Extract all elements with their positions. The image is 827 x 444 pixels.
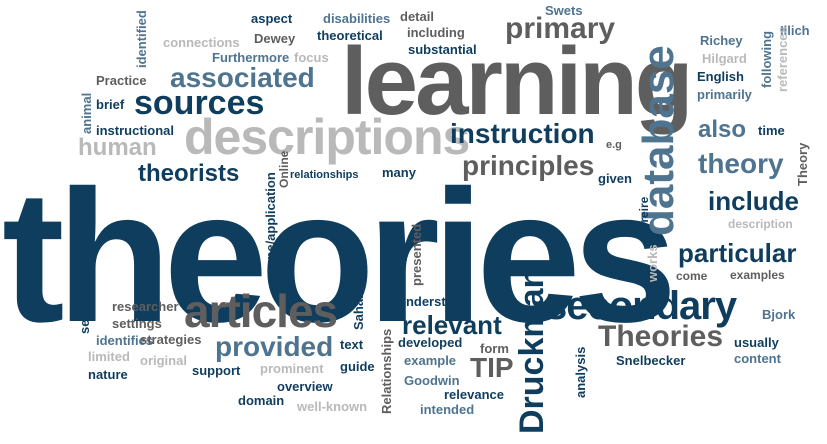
word-provided: provided bbox=[215, 331, 334, 362]
word-primary: primary bbox=[505, 12, 616, 45]
word-description: description bbox=[728, 217, 793, 231]
word-examples: examples bbox=[730, 268, 785, 282]
word-online: presented bbox=[409, 223, 424, 286]
word-support: support bbox=[192, 363, 241, 378]
word-brief: brief bbox=[96, 97, 125, 112]
word-descriptions: descriptions bbox=[184, 109, 470, 165]
word-detail: detail bbox=[400, 9, 434, 24]
word-human: human bbox=[78, 134, 157, 161]
word-prominent: prominent bbox=[260, 361, 324, 376]
word-scope-application: Relationships bbox=[379, 328, 394, 414]
word-form: form bbox=[480, 341, 509, 356]
word-instruction: instruction bbox=[450, 118, 595, 149]
word-overview: overview bbox=[277, 379, 333, 394]
word-also: also bbox=[698, 116, 747, 143]
word-instructional: instructional bbox=[96, 123, 175, 138]
word-relevance: relevance bbox=[444, 387, 504, 402]
word-snelbecker: Snelbecker bbox=[616, 353, 686, 368]
word-analysis: animal bbox=[79, 92, 94, 134]
word-strategies: strategies bbox=[140, 332, 202, 347]
word-works: works bbox=[645, 244, 660, 282]
word-understand: understand bbox=[398, 294, 469, 309]
word-particular: particular bbox=[678, 238, 797, 268]
word-keep: Sahakian bbox=[351, 272, 366, 330]
word-bjork: Bjork bbox=[762, 307, 796, 322]
word-secondary: secondary bbox=[545, 284, 737, 328]
word-disabilities: disabilities bbox=[323, 11, 391, 26]
word-sources: sources bbox=[134, 84, 265, 122]
word-relevant: relevant bbox=[402, 310, 502, 340]
word-time: time bbox=[758, 123, 785, 138]
word-intended: intended bbox=[420, 402, 475, 417]
word-dewey: Dewey bbox=[254, 31, 296, 46]
word-tip: TIP bbox=[470, 352, 514, 383]
word-hilgard: Hilgard bbox=[702, 51, 747, 66]
word-relationships: relationships bbox=[290, 169, 359, 181]
word-content: content bbox=[734, 351, 781, 366]
word-practice: Practice bbox=[96, 73, 147, 88]
word-include: include bbox=[708, 186, 800, 216]
word-including: including bbox=[407, 25, 465, 40]
word-druckman: Druckman bbox=[513, 267, 551, 434]
word-learning: learning bbox=[341, 28, 693, 135]
word-well-known: well-known bbox=[297, 399, 368, 414]
word-principles: principles bbox=[462, 150, 595, 181]
word-following: Theory bbox=[795, 142, 810, 186]
word-associated: associated bbox=[170, 62, 315, 93]
word-researcher: researcher bbox=[112, 299, 179, 314]
word-animal: identified bbox=[134, 10, 149, 68]
word-developed: developed bbox=[398, 335, 463, 350]
word-english: English bbox=[697, 69, 744, 84]
word-nature: nature bbox=[88, 367, 128, 382]
word-usually: usually bbox=[734, 335, 779, 350]
word-text: text bbox=[340, 337, 364, 352]
word-relationships-capital: Freire bbox=[637, 196, 651, 230]
word-theory: theory bbox=[698, 148, 784, 179]
word-theories-capital: Theories bbox=[598, 320, 724, 353]
word-presented: analysis bbox=[573, 346, 588, 398]
word-identified: following bbox=[759, 30, 774, 88]
word-swets: Swets bbox=[545, 3, 583, 18]
word-goodwin: Goodwin bbox=[404, 373, 460, 388]
word-example: example bbox=[404, 353, 457, 368]
word-freire: references bbox=[775, 26, 790, 92]
word-settings: settings bbox=[112, 316, 162, 331]
word-given: given bbox=[598, 171, 632, 186]
word-e-g: e.g bbox=[606, 139, 622, 151]
word-many: many bbox=[382, 165, 416, 180]
word-theories: theories bbox=[2, 151, 677, 361]
word-guide: guide bbox=[340, 359, 375, 374]
word-richey: Richey bbox=[700, 33, 743, 48]
word-theoretical: theoretical bbox=[317, 28, 383, 43]
word-sahakian: scope/application bbox=[263, 172, 278, 282]
word-domain: domain bbox=[238, 393, 285, 408]
word-limited: limited bbox=[88, 349, 130, 364]
word-furthermore: Furthermore bbox=[212, 50, 290, 65]
word-basic: see bbox=[77, 312, 92, 334]
word-come: come bbox=[676, 269, 708, 283]
word-articles: articles bbox=[184, 285, 338, 337]
word-illich: Illich bbox=[780, 23, 810, 38]
word-aspect: aspect bbox=[251, 11, 293, 26]
word-substantial: substantial bbox=[408, 42, 477, 57]
word-identifies: identifies bbox=[96, 333, 154, 348]
word-focus: focus bbox=[294, 50, 329, 65]
word-theorists: theorists bbox=[138, 160, 240, 187]
word-connections: connections bbox=[163, 35, 240, 50]
word-original: original bbox=[140, 353, 187, 368]
word-see: Online bbox=[277, 150, 291, 188]
word-primarily: primarily bbox=[697, 87, 752, 102]
